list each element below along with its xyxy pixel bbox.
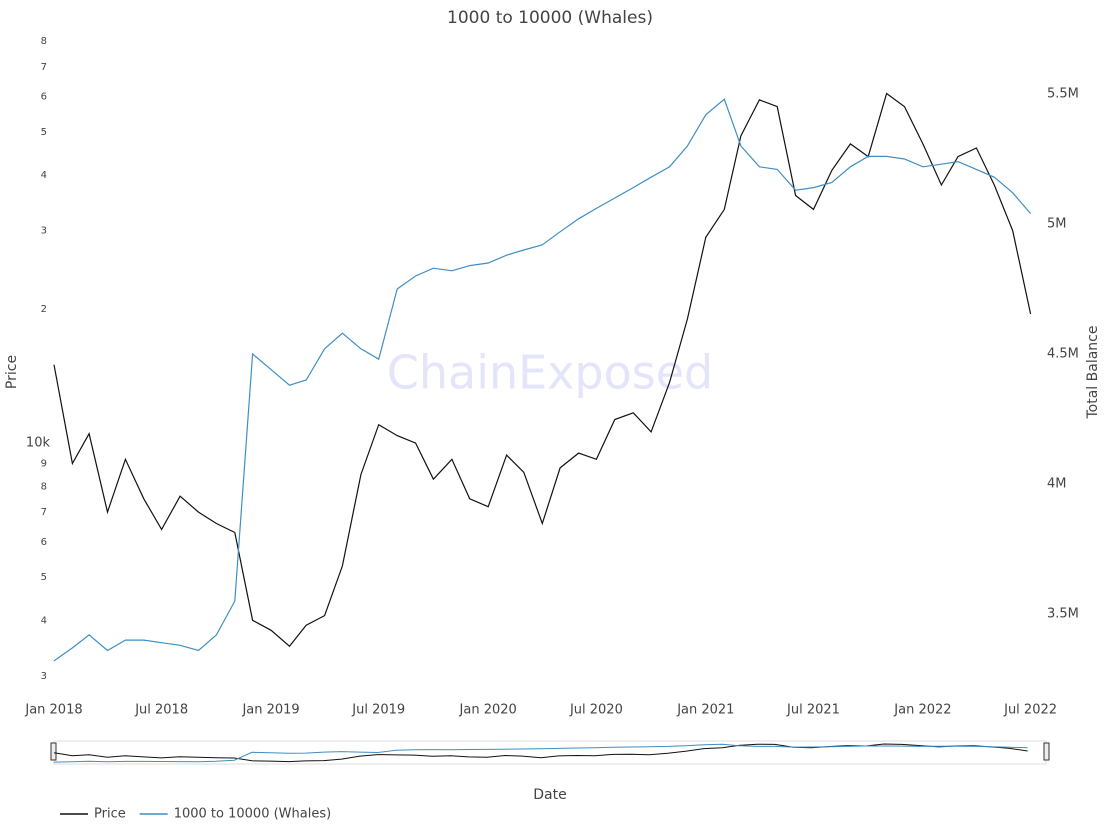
x-tick-label: Jul 2022 <box>1003 703 1057 718</box>
x-tick-label: Jul 2018 <box>134 703 188 718</box>
y2-tick-label: 3.5M <box>1047 607 1079 622</box>
legend-label[interactable]: 1000 to 10000 (Whales) <box>174 807 331 822</box>
x-tick-label: Jul 2021 <box>786 703 840 718</box>
line-series <box>53 98 1032 662</box>
x-tick-label: Jan 2019 <box>241 703 299 718</box>
watermark: ChainExposed <box>387 346 714 400</box>
rangeslider-handle[interactable] <box>1043 742 1050 761</box>
y2-tick-label: 4M <box>1047 477 1067 492</box>
x-tick-label: Jul 2020 <box>569 703 623 718</box>
y-tick-label: 9 <box>41 459 47 470</box>
y-tick-label: 4 <box>41 615 47 626</box>
y2-tick-label: 5.5M <box>1047 86 1079 101</box>
chart-title: 1000 to 10000 (Whales) <box>447 8 653 28</box>
x-tick-label: Jan 2020 <box>459 703 517 718</box>
x-tick-label: Jan 2021 <box>676 703 734 718</box>
y-tick-label: 8 <box>41 481 47 492</box>
y-tick-label: 7 <box>41 62 47 73</box>
y2-tick-label: 5M <box>1047 216 1067 231</box>
y2-tick-label: 4.5M <box>1047 347 1079 362</box>
x-tick-label: Jan 2018 <box>24 703 82 718</box>
rangeslider-line <box>53 743 1028 763</box>
y-tick-label: 8 <box>41 36 47 47</box>
y-tick-label: 2 <box>41 304 47 315</box>
x-axis-title: Date <box>533 787 566 803</box>
y-tick-label: 5 <box>41 127 47 138</box>
rangeslider-handle[interactable] <box>50 742 57 761</box>
y-tick-label: 4 <box>41 170 47 181</box>
y2-axis-title: Total Balance <box>1085 326 1101 420</box>
y-axis-title: Price <box>4 355 20 389</box>
x-tick-label: Jul 2019 <box>351 703 405 718</box>
y-tick-label: 3 <box>41 671 47 682</box>
y-tick-label: 7 <box>41 507 47 518</box>
y-tick-label: 5 <box>41 572 47 583</box>
y-tick-label: 6 <box>41 537 47 548</box>
legend-label[interactable]: Price <box>94 807 126 822</box>
y-tick-label: 6 <box>41 92 47 103</box>
y-tick-label: 3 <box>41 226 47 237</box>
x-tick-label: Jan 2022 <box>893 703 951 718</box>
y-tick-label: 10k <box>26 436 51 451</box>
